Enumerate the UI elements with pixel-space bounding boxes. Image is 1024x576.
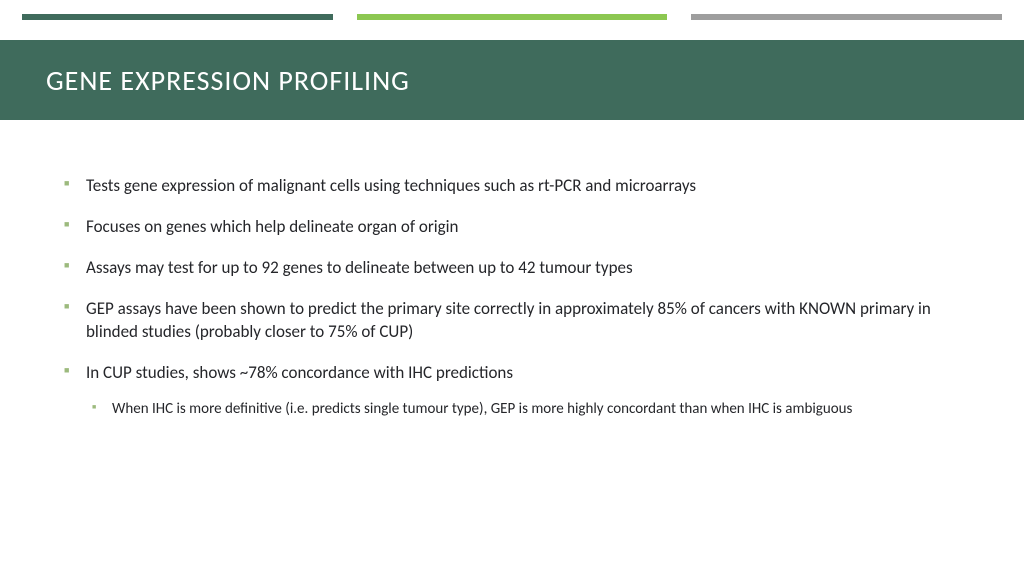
sub-bullet-list: When IHC is more definitive (i.e. predic…: [86, 399, 964, 419]
list-item: Focuses on genes which help delineate or…: [60, 216, 964, 239]
bullet-text: Assays may test for up to 92 genes to de…: [86, 257, 633, 278]
list-item: In CUP studies, shows ~78% concordance w…: [60, 362, 964, 419]
bullet-text: Tests gene expression of malignant cells…: [86, 175, 696, 196]
accent-bar-2: [357, 14, 668, 20]
accent-bar-1: [22, 14, 333, 20]
slide-title: GENE EXPRESSION PROFILING: [46, 63, 410, 98]
list-item: GEP assays have been shown to predict th…: [60, 298, 964, 344]
slide-body: Tests gene expression of malignant cells…: [60, 175, 964, 437]
bullet-text: In CUP studies, shows ~78% concordance w…: [86, 362, 513, 383]
accent-bar-3: [691, 14, 1002, 20]
bullet-text: GEP assays have been shown to predict th…: [86, 298, 931, 342]
bullet-list: Tests gene expression of malignant cells…: [60, 175, 964, 419]
slide: GENE EXPRESSION PROFILING Tests gene exp…: [0, 0, 1024, 576]
bullet-text: When IHC is more definitive (i.e. predic…: [112, 400, 852, 418]
list-item: When IHC is more definitive (i.e. predic…: [86, 399, 964, 419]
list-item: Tests gene expression of malignant cells…: [60, 175, 964, 198]
bullet-text: Focuses on genes which help delineate or…: [86, 216, 459, 237]
accent-bars: [22, 14, 1002, 20]
list-item: Assays may test for up to 92 genes to de…: [60, 257, 964, 280]
title-band: GENE EXPRESSION PROFILING: [0, 40, 1024, 120]
